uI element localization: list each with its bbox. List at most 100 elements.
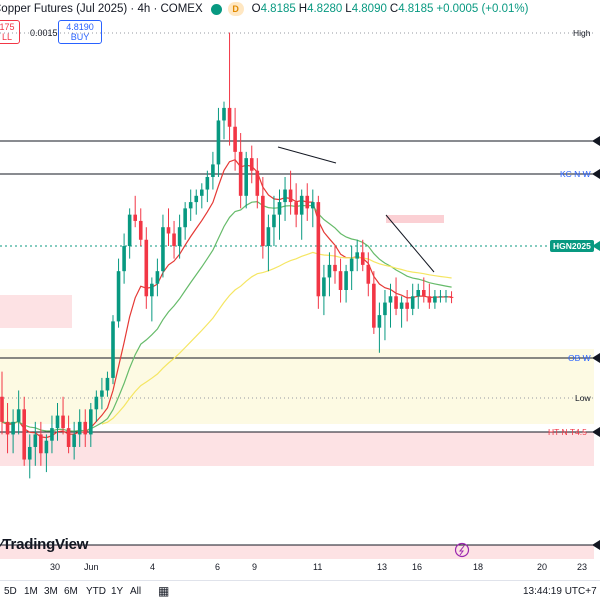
x-tick-label: 30 (50, 562, 61, 572)
x-tick-label: 9 (252, 562, 258, 572)
symbol-title[interactable]: Copper Futures (Jul 2025) · 4h · COMEX (0, 3, 203, 15)
candle-body (311, 202, 315, 209)
buy-price: 4.8190 (66, 22, 94, 32)
candle-body (183, 208, 187, 228)
candle-body (16, 409, 21, 422)
candle-body (205, 176, 210, 190)
candle-body (188, 202, 193, 209)
candle-body (55, 415, 60, 429)
candle-body (355, 252, 359, 259)
tv-logo-text: TradingView (2, 536, 89, 553)
date-range-icon[interactable]: ▦ (158, 584, 170, 598)
candle-body (33, 434, 38, 447)
candle-body (283, 189, 287, 203)
range-3m-button[interactable]: 3M (44, 586, 58, 597)
resistance-zone (0, 295, 72, 328)
candle-body (5, 421, 10, 435)
candle-body (83, 421, 88, 435)
candle-body (116, 271, 121, 322)
change-value: +0.0005 (+0.01%) (436, 3, 529, 15)
buy-button[interactable]: 4.8190 BUY (58, 20, 102, 44)
range-1m-button[interactable]: 1M (24, 586, 38, 597)
level-marker-1 (592, 136, 600, 146)
open-label: O (251, 3, 261, 15)
candle-body (294, 202, 298, 215)
delay-badge[interactable]: D (227, 2, 244, 16)
x-tick-label: 18 (473, 562, 484, 572)
candle-body (161, 227, 165, 272)
candle-body (322, 277, 326, 297)
bottom-toolbar (0, 580, 600, 601)
candle-body (327, 264, 332, 278)
candle-body (438, 296, 443, 298)
candle-body (166, 227, 171, 234)
candle-body (372, 283, 376, 328)
candle-body (238, 151, 243, 196)
candle-body (200, 189, 204, 196)
candle-body (11, 421, 15, 435)
x-tick-label: 20 (537, 562, 548, 572)
candle-body (338, 271, 343, 290)
candle-body (216, 120, 221, 165)
candle-body (255, 170, 260, 196)
sell-price: 175 (0, 22, 15, 32)
candle-body (144, 239, 149, 297)
candle-body (399, 302, 404, 309)
x-tick-label: 6 (215, 562, 221, 572)
x-tick-label: Jun (84, 562, 99, 572)
candle-body (410, 296, 415, 309)
candle-body (122, 246, 126, 272)
candle-body (27, 446, 32, 460)
sell-button[interactable]: 175 LL (0, 20, 20, 44)
tradingview-logo[interactable]: ⁄TradingView (0, 536, 88, 553)
candle-body (150, 283, 154, 297)
range-ytd-button[interactable]: YTD (86, 586, 106, 597)
level-marker-bottom (592, 540, 600, 550)
x-tick-label: 13 (377, 562, 388, 572)
x-tick-label: 4 (150, 562, 156, 572)
candle-body (222, 107, 226, 121)
candle-body (299, 195, 304, 215)
level-marker-ht (592, 427, 600, 437)
candle-body (305, 195, 310, 209)
level-marker-kc (592, 169, 600, 179)
supply-zone (386, 215, 444, 223)
candle-body (316, 202, 321, 297)
low-tag: Low (575, 393, 591, 403)
trend-line-1[interactable] (277, 146, 337, 164)
level-marker-ob (592, 353, 600, 363)
candle-body (100, 390, 104, 397)
clock-display[interactable]: 13:44:19 UTC+7 (523, 586, 597, 597)
range-5d-button[interactable]: 5D (4, 586, 17, 597)
range-1y-button[interactable]: 1Y (111, 586, 124, 597)
kc-tag: KC N W (560, 169, 591, 179)
candle-body (111, 321, 115, 378)
candle-body (194, 195, 199, 203)
candle-body (277, 202, 282, 215)
candle-body (405, 302, 409, 309)
candle-body (94, 396, 99, 410)
candle-body (333, 264, 337, 272)
ema-mid-line (1, 200, 452, 432)
range-6m-button[interactable]: 6M (64, 586, 78, 597)
candles (0, 32, 454, 479)
close-label: C (389, 3, 399, 15)
ema-slow-line (101, 251, 452, 425)
candle-body (227, 107, 232, 127)
candle-body (377, 315, 382, 328)
open-value: 4.8185 (260, 3, 296, 15)
candle-body (66, 428, 71, 447)
candle-body (39, 434, 43, 454)
candle-body (72, 434, 76, 447)
candle-body (249, 158, 254, 171)
candle-body (61, 415, 65, 429)
candle-body (366, 264, 371, 284)
trend-line-2[interactable] (385, 214, 435, 273)
replay-icon[interactable] (454, 542, 470, 558)
range-all-button[interactable]: All (130, 586, 142, 597)
candle-body (383, 302, 387, 316)
candle-body (44, 440, 49, 454)
ema-fast-line (1, 158, 452, 439)
spread-value: 0.0015 (30, 28, 58, 38)
